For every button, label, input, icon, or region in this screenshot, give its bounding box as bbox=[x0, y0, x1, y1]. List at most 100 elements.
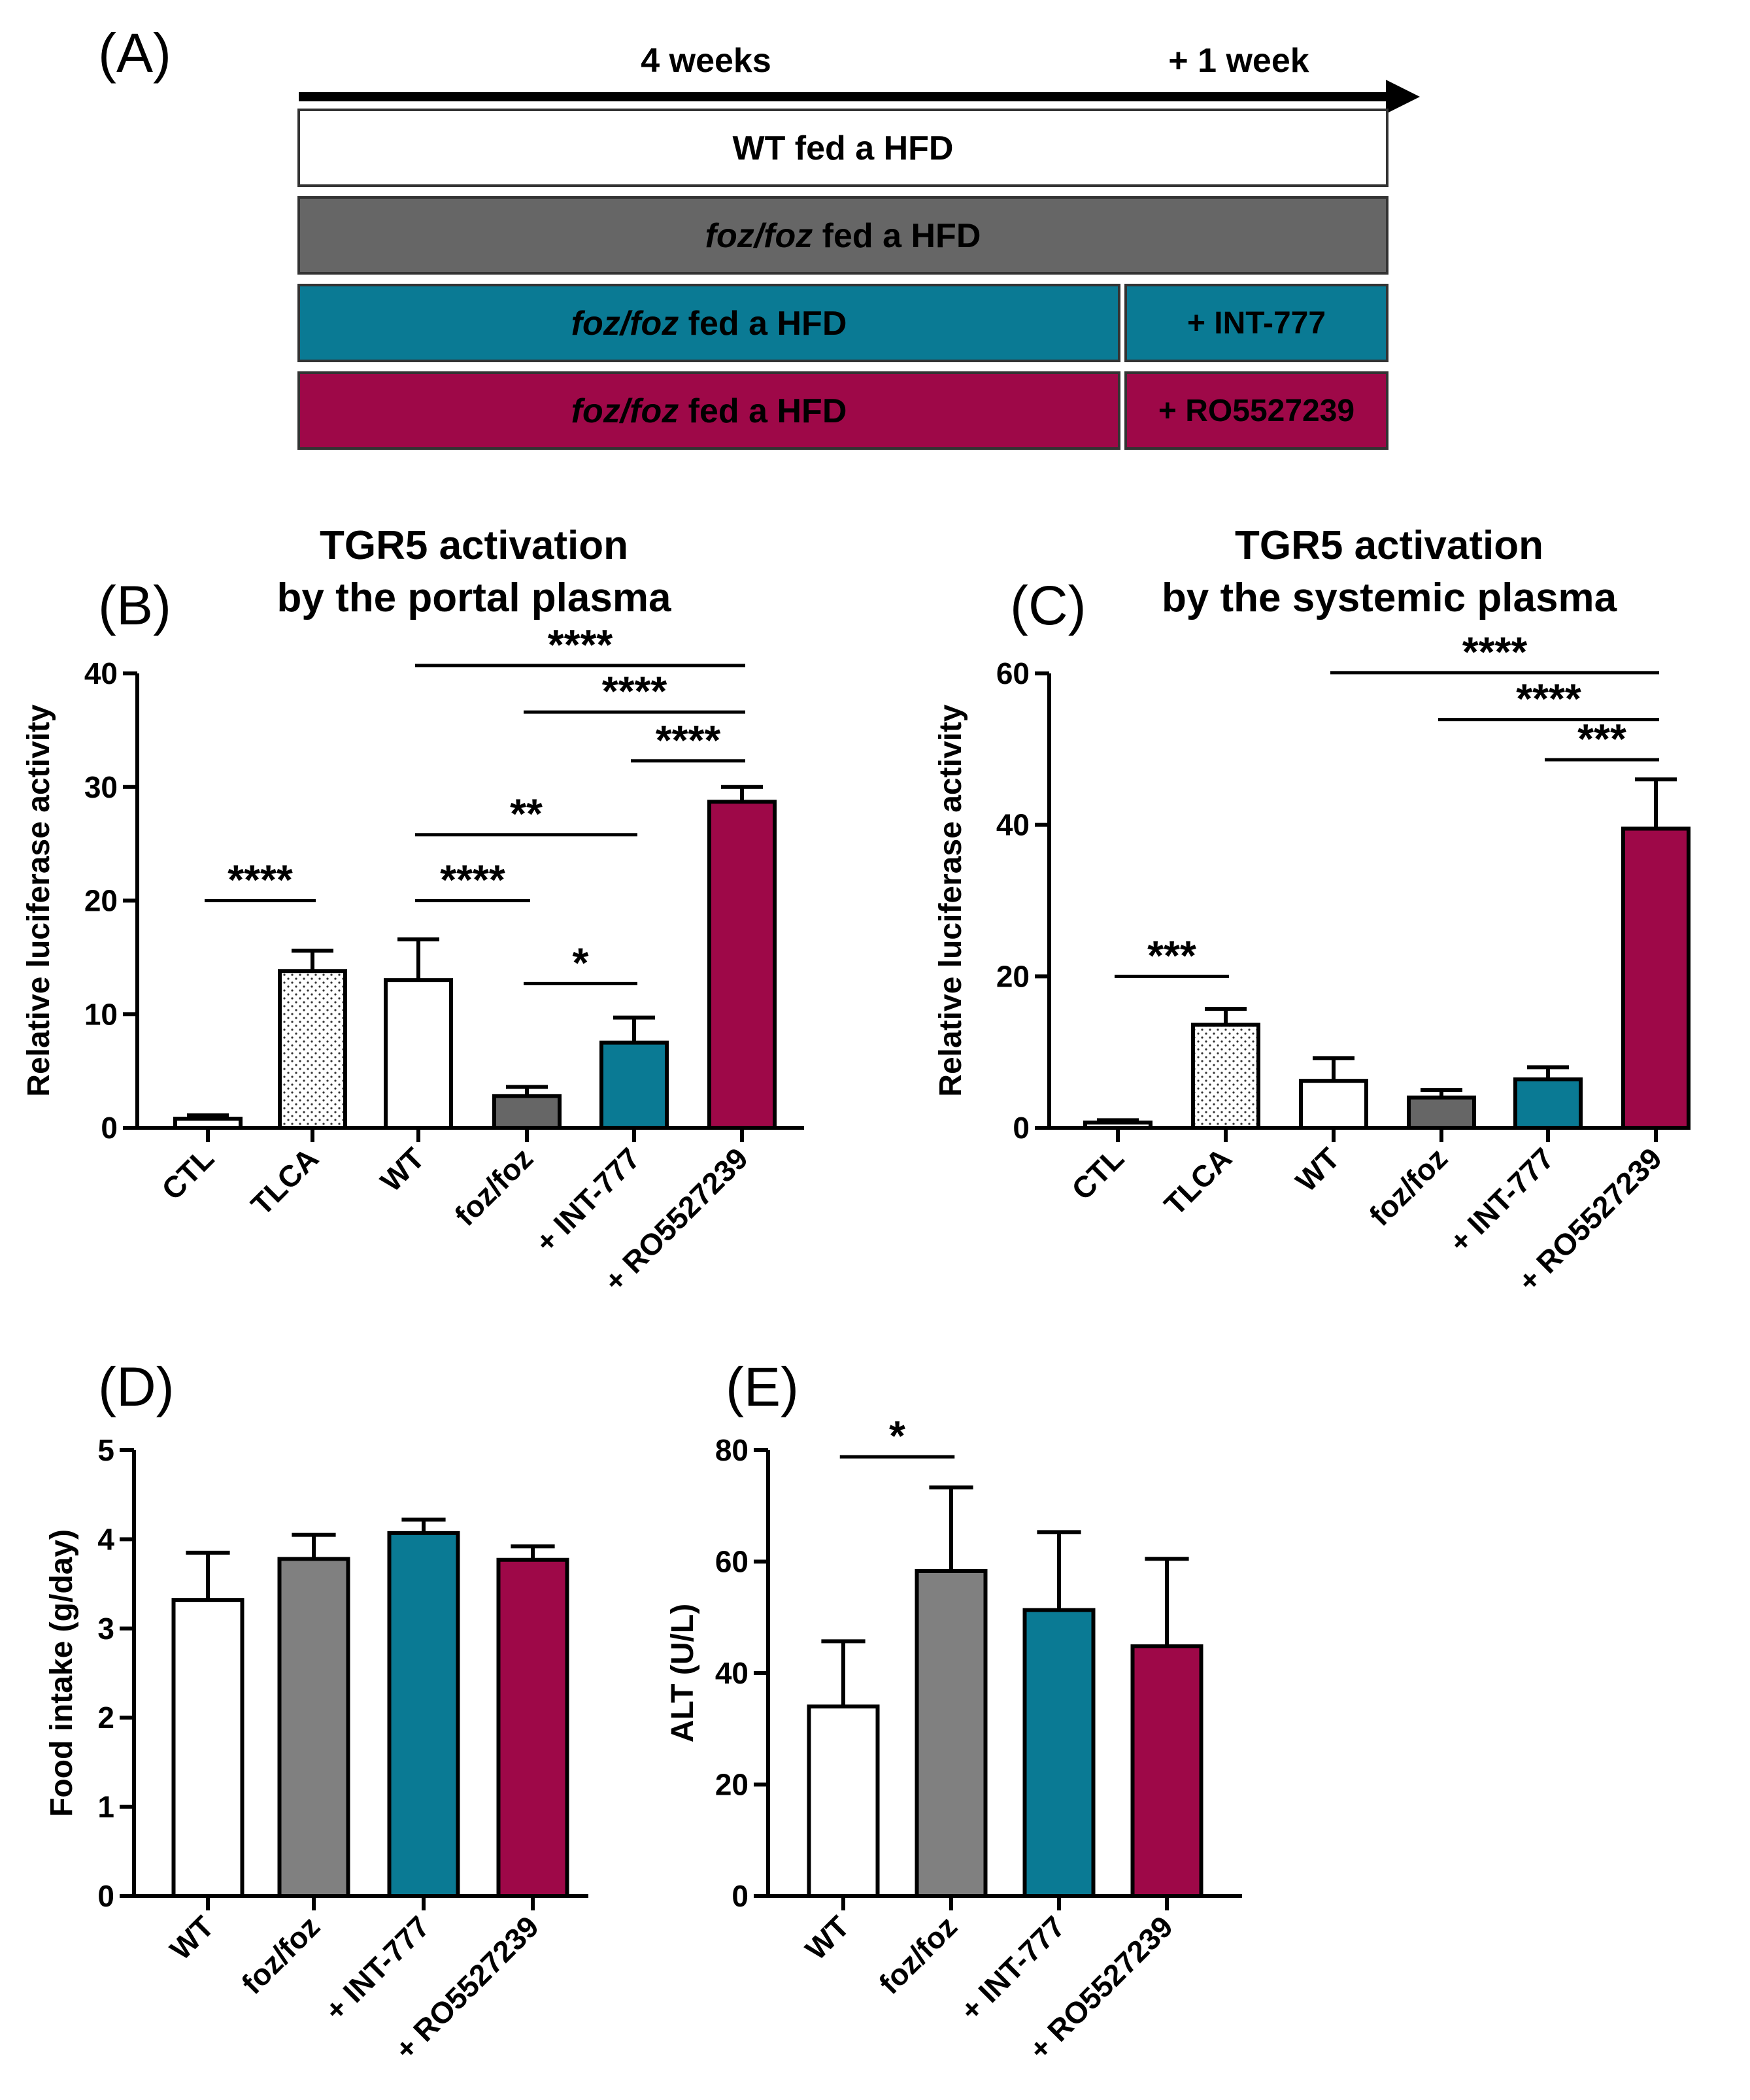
bar-ro5527239 bbox=[1130, 1644, 1203, 1899]
bar-tlca bbox=[1191, 1023, 1260, 1130]
y-tick-label: 40 bbox=[84, 656, 118, 690]
significance-label: **** bbox=[1462, 628, 1528, 675]
timeline-row-1 bbox=[297, 109, 1388, 187]
y-tick-label: 5 bbox=[97, 1433, 114, 1467]
diet-text: fed a HFD bbox=[679, 392, 847, 430]
x-tick-label: + INT-777 bbox=[1443, 1141, 1561, 1259]
x-tick-label: foz/foz bbox=[1362, 1141, 1454, 1232]
x-tick-label: TLCA bbox=[244, 1141, 325, 1221]
x-tick-label: TLCA bbox=[1158, 1141, 1238, 1221]
bar-foz-foz bbox=[492, 1094, 562, 1130]
significance-label: **** bbox=[1516, 675, 1581, 722]
significance-label: *** bbox=[1147, 932, 1196, 979]
bar-ro5527239 bbox=[496, 1557, 569, 1898]
panel-label: (B) bbox=[98, 575, 171, 636]
chart-title-line: TGR5 activation bbox=[320, 523, 628, 568]
genotype-italic: foz/foz bbox=[705, 217, 813, 255]
y-tick-label: 20 bbox=[996, 959, 1030, 993]
y-tick-label: 60 bbox=[715, 1545, 749, 1579]
bar-int-777 bbox=[599, 1040, 669, 1130]
y-tick-label: 60 bbox=[996, 656, 1030, 690]
bar-wt bbox=[807, 1704, 880, 1898]
y-tick-label: 0 bbox=[1013, 1111, 1030, 1145]
diet-text: fed a HFD bbox=[679, 305, 847, 343]
x-tick-label: + INT-777 bbox=[529, 1141, 647, 1259]
significance-label: **** bbox=[548, 621, 613, 668]
y-tick-label: 20 bbox=[84, 884, 118, 918]
chart-title-line: TGR5 activation bbox=[1235, 523, 1543, 568]
y-tick-label: 1 bbox=[97, 1790, 114, 1824]
y-tick-label: 40 bbox=[996, 808, 1030, 842]
y-axis-label: Food intake (g/day) bbox=[44, 1529, 79, 1817]
significance-label: **** bbox=[656, 717, 721, 764]
y-tick-label: 20 bbox=[715, 1768, 749, 1802]
timeline-row-4 bbox=[297, 371, 1120, 450]
y-tick-label: 80 bbox=[715, 1433, 749, 1467]
chart-panel-b: (B) TGR5 activation by the portal plasma Re… bbox=[22, 523, 804, 1298]
treatment-label: + INT-777 bbox=[1187, 306, 1326, 341]
bar-tlca bbox=[278, 969, 347, 1130]
y-axis-label: ALT (U/L) bbox=[665, 1604, 700, 1742]
period-1-week-label: + 1 week bbox=[1168, 42, 1309, 80]
period-4-weeks-label: 4 weeks bbox=[641, 42, 771, 80]
x-tick-label: CTL bbox=[155, 1141, 220, 1206]
bar-foz-foz bbox=[915, 1568, 988, 1898]
treatment-box bbox=[1124, 371, 1388, 450]
diet-text: fed a HFD bbox=[813, 217, 981, 255]
y-axis-label: Relative luciferase activity bbox=[934, 704, 968, 1097]
y-tick-label: 10 bbox=[84, 997, 118, 1031]
timeline-row-label: foz/foz fed a HFD bbox=[571, 392, 847, 430]
panel-label: (D) bbox=[98, 1356, 175, 1417]
chart-panel-c: (C) TGR5 activation by the systemic plasma… bbox=[934, 523, 1691, 1298]
x-tick-label: foz/foz bbox=[235, 1909, 326, 2001]
treatment-label: + RO5527239 bbox=[1158, 394, 1355, 428]
timeline-arrow-head-icon bbox=[1386, 80, 1420, 114]
y-tick-label: 30 bbox=[84, 770, 118, 804]
x-tick-label: foz/foz bbox=[872, 1909, 964, 2001]
significance-label: *** bbox=[1577, 715, 1626, 762]
significance-label: ** bbox=[510, 790, 543, 838]
bar-int-777 bbox=[1513, 1077, 1583, 1130]
y-tick-label: 4 bbox=[97, 1522, 114, 1556]
significance-label: **** bbox=[602, 668, 667, 715]
bar-foz-foz bbox=[277, 1557, 350, 1898]
bar-ro5527239 bbox=[707, 800, 777, 1130]
bar-foz-foz bbox=[1407, 1095, 1476, 1130]
significance-label: * bbox=[889, 1412, 905, 1459]
x-tick-label: WT bbox=[799, 1909, 856, 1966]
genotype-italic: foz/foz bbox=[571, 305, 679, 343]
y-tick-label: 0 bbox=[97, 1879, 114, 1913]
panel-label: (C) bbox=[1010, 575, 1086, 636]
bar-wt bbox=[384, 978, 453, 1130]
y-axis-label: Relative luciferase activity bbox=[22, 704, 56, 1097]
significance-label: **** bbox=[227, 856, 293, 904]
significance-label: **** bbox=[440, 856, 505, 904]
y-tick-label: 0 bbox=[732, 1879, 749, 1913]
bar-ctl bbox=[1083, 1120, 1153, 1130]
significance-label: * bbox=[573, 939, 589, 986]
x-tick-label: WT bbox=[1289, 1141, 1346, 1198]
timeline-row-3 bbox=[297, 284, 1120, 362]
x-tick-label: foz/foz bbox=[448, 1141, 539, 1232]
bar-int-777 bbox=[387, 1531, 460, 1899]
y-tick-label: 3 bbox=[97, 1612, 114, 1646]
bar-int-777 bbox=[1022, 1608, 1096, 1898]
panel-label: (E) bbox=[726, 1356, 799, 1417]
treatment-box bbox=[1124, 284, 1388, 362]
genotype-italic: foz/foz bbox=[571, 392, 679, 430]
chart-panel-d: (D) Food intake (g/day) 0 1 2 3 4 5 WT foz/foz+ I… bbox=[44, 1356, 588, 2067]
bar-ro5527239 bbox=[1621, 826, 1691, 1130]
timeline-row-label: WT fed a HFD bbox=[733, 129, 954, 167]
timeline-row-label: foz/foz fed a HFD bbox=[571, 305, 847, 343]
panel-a-timeline: (A) 4 weeks + 1 week WT fed a HFD foz/foz… bbox=[98, 22, 1420, 450]
x-tick-label: WT bbox=[163, 1909, 220, 1966]
timeline-row-label: foz/foz fed a HFD bbox=[705, 217, 981, 255]
y-tick-label: 0 bbox=[101, 1111, 118, 1145]
bar-wt bbox=[1299, 1079, 1368, 1130]
timeline-row-2 bbox=[297, 196, 1388, 275]
x-tick-label: + INT-777 bbox=[954, 1909, 1072, 2027]
x-tick-label: CTL bbox=[1065, 1141, 1130, 1206]
bar-wt bbox=[171, 1598, 244, 1899]
